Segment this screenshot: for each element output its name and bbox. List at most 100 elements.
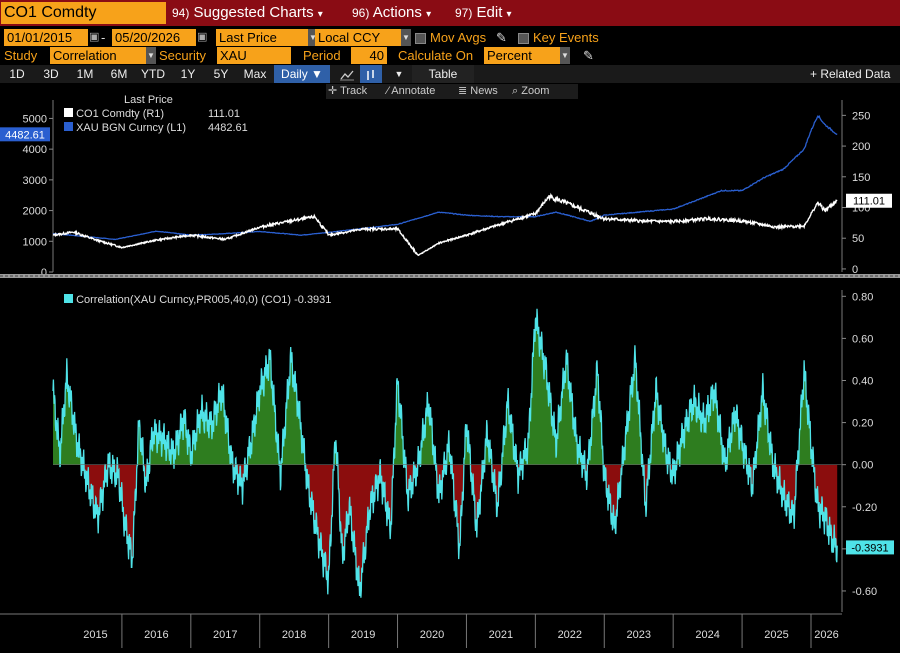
right-tick-label: 150 [852,172,870,184]
key-events-checkbox[interactable] [518,33,529,44]
range-6m-button[interactable]: 6M [110,67,128,81]
legend-swatch [64,108,73,117]
date-separator: - [101,30,106,45]
ticker-input[interactable]: CO1 Comdty [1,2,166,24]
edit-menu[interactable]: 97) Edit ▾ [455,2,530,24]
legend-swatch [64,294,73,303]
line-chart-icon[interactable] [336,65,358,83]
year-label: 2021 [489,629,513,641]
menu-number: 94) [172,6,190,20]
left-value-tag [0,127,50,142]
mov-avgs-label: Mov Avgs [430,30,487,45]
bar-chart-icon[interactable] [360,65,382,83]
legend-brent-name: CO1 Comdty (R1) [76,108,165,120]
calculate-on-select[interactable]: Percent [484,47,560,64]
year-label: 2019 [351,629,375,641]
calendar-icon[interactable]: ▣ [197,31,208,43]
frequency-select[interactable]: Daily ▼ [274,65,330,83]
start-date-field[interactable]: 01/01/2015 [4,29,88,46]
range-1y-button[interactable]: 1Y [180,67,196,81]
legend-brent-value: 111.01 [208,108,241,120]
annotate-tool[interactable]: ⁄ Annotate [387,84,451,99]
chevron-down-icon: ▾ [426,9,432,20]
chevron-down-icon[interactable]: ▼ [394,69,404,79]
corr-tick-label: 0.20 [852,418,873,430]
year-label: 2023 [626,629,650,641]
legend-correlation-name: Correlation(XAU Curncy,PR005,40,0) (CO1)… [76,294,332,306]
track-label: Track [340,85,368,97]
calendar-icon[interactable]: ▣ [89,31,100,43]
study-label: Study [4,48,38,63]
year-label: 2016 [144,629,168,641]
legend-correlation: Correlation(XAU Curncy,PR005,40,0) (CO1)… [64,294,364,306]
right-value-tag-text: 111.01 [853,196,885,208]
right-tick-label: 250 [852,110,870,122]
annotate-label: Annotate [391,85,436,97]
year-label: 2026 [814,629,838,641]
range-1d-button[interactable]: 1D [9,67,25,81]
news-tool[interactable]: ≣ News [458,84,506,99]
period-label: Period [303,48,341,63]
actions-menu[interactable]: 96) Actions ▾ [352,2,447,24]
chevron-down-icon[interactable]: ▼ [146,47,156,64]
chevron-down-icon[interactable]: ▼ [308,29,318,46]
pencil-icon[interactable]: ✎ [496,30,507,45]
legend-gold-name: XAU BGN Curncy (L1) [76,122,187,134]
track-tool[interactable]: ✛ Track [328,84,378,99]
legend-gold-value: 4482.61 [208,122,248,134]
corr-tick-label: 0.40 [852,375,873,387]
end-date-field[interactable]: 05/20/2026 [112,29,196,46]
corr-value-tag [846,540,894,555]
security-label: Security [159,48,206,63]
left-tick-label: 3000 [23,175,47,187]
chevron-down-icon[interactable]: ▼ [560,47,570,64]
study-select[interactable]: Correlation [50,47,146,64]
legend-swatch [64,122,73,131]
chevron-down-icon: ▾ [317,9,323,20]
menu-label: Actions [372,4,422,21]
corr-tick-label: 0.80 [852,291,873,303]
pencil-icon[interactable]: ✎ [583,48,594,63]
chevron-down-icon[interactable]: ▼ [401,29,411,46]
magnifier-icon: ⌕ [512,85,519,97]
right-tick-label: 0 [852,264,858,276]
corr-value-tag-text: -0.3931 [851,542,888,554]
year-label: 2024 [695,629,719,641]
year-label: 2022 [558,629,582,641]
price-field-select[interactable]: Last Price [216,29,308,46]
range-max-button[interactable]: Max [243,67,267,81]
left-tick-label: 5000 [23,113,47,125]
corr-negative-area [53,464,838,598]
range-ytd-button[interactable]: YTD [141,67,165,81]
legend-gold: XAU BGN Curncy (L1) 4482.61 [64,122,254,134]
left-tick-label: 0 [41,267,47,279]
left-tick-label: 2000 [23,206,47,218]
crosshair-icon: ✛ [328,85,338,97]
brent-price-line [52,192,838,257]
range-1m-button[interactable]: 1M [76,67,94,81]
year-label: 2020 [420,629,444,641]
range-3d-button[interactable]: 3D [43,67,59,81]
suggested-charts-menu[interactable]: 94) Suggested Charts ▾ [172,2,342,24]
menu-number: 96) [352,6,370,20]
key-events-label: Key Events [533,30,599,45]
menu-label: Edit [476,4,503,21]
legend-header: Last Price [124,94,173,106]
gold-price-line [53,114,838,241]
corr-positive-area [53,308,838,465]
year-label: 2015 [83,629,107,641]
related-data-button[interactable]: + Related Data [810,67,891,81]
range-5y-button[interactable]: 5Y [213,67,229,81]
year-label: 2018 [282,629,306,641]
zoom-tool[interactable]: ⌕ Zoom [512,84,574,99]
year-label: 2017 [213,629,237,641]
period-input[interactable]: 40 [351,47,387,64]
mov-avgs-checkbox[interactable] [415,33,426,44]
currency-select[interactable]: Local CCY [315,29,401,46]
table-button[interactable]: Table [412,65,474,83]
corr-tick-label: 0.60 [852,333,873,345]
left-tick-label: 1000 [23,236,47,248]
year-label: 2025 [764,629,788,641]
right-tick-label: 200 [852,141,870,153]
